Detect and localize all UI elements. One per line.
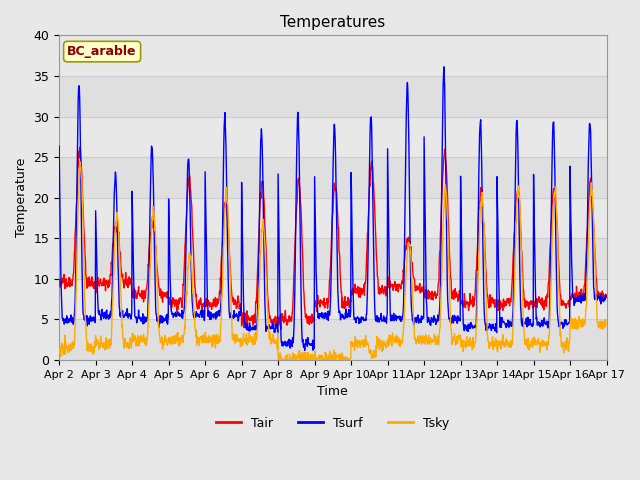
Text: BC_arable: BC_arable xyxy=(67,45,137,58)
Bar xyxy=(59,198,607,238)
Legend: Tair, Tsurf, Tsky: Tair, Tsurf, Tsky xyxy=(211,412,454,435)
Tair xyxy=(277,326,285,332)
Bar xyxy=(59,117,607,157)
Tsurf xyxy=(164,321,172,327)
Tsurf xyxy=(440,64,448,70)
Bar xyxy=(59,279,607,319)
Bar xyxy=(59,157,607,198)
Bar xyxy=(59,238,607,279)
Bar xyxy=(59,319,607,360)
Line: Tair: Tair xyxy=(59,147,606,329)
Tsky xyxy=(602,322,610,327)
Tair xyxy=(177,298,185,304)
Line: Tsurf: Tsurf xyxy=(59,67,606,350)
Tsky xyxy=(76,159,84,165)
Tsky xyxy=(239,343,246,348)
Tsurf xyxy=(538,318,546,324)
Tsurf xyxy=(301,348,308,353)
Y-axis label: Temperature: Temperature xyxy=(15,158,28,237)
Tair xyxy=(490,296,497,302)
Tsurf xyxy=(177,312,184,318)
Tair xyxy=(55,278,63,284)
Tsky xyxy=(490,338,497,344)
X-axis label: Time: Time xyxy=(317,385,348,398)
Tair xyxy=(602,293,610,299)
Tsky xyxy=(538,341,546,347)
Tsky xyxy=(55,347,63,352)
Tsurf xyxy=(418,317,426,323)
Bar xyxy=(59,36,607,76)
Title: Temperatures: Temperatures xyxy=(280,15,385,30)
Tsurf xyxy=(55,143,63,149)
Tsurf xyxy=(238,206,246,212)
Tsky xyxy=(419,338,426,344)
Tair xyxy=(76,144,84,150)
Tair xyxy=(239,320,246,326)
Tsurf xyxy=(490,324,497,330)
Tsky xyxy=(275,357,282,363)
Bar xyxy=(59,76,607,117)
Tair xyxy=(419,289,426,295)
Tsky xyxy=(164,338,172,344)
Line: Tsky: Tsky xyxy=(59,162,606,360)
Tair xyxy=(164,294,172,300)
Tsurf xyxy=(602,294,610,300)
Tsky xyxy=(177,336,185,341)
Tair xyxy=(538,303,546,309)
